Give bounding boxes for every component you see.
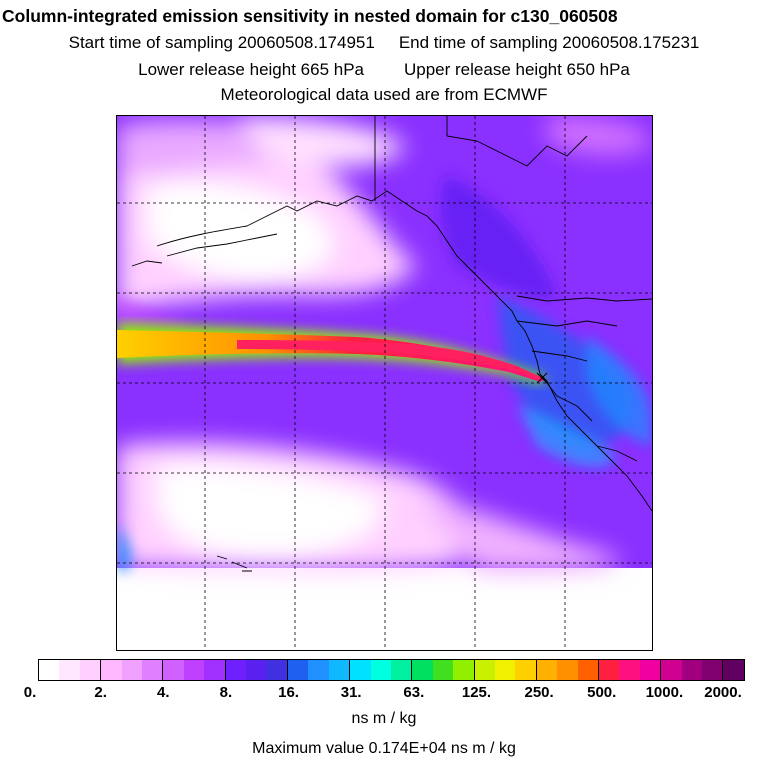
- colorbar-tick-label: 31.: [340, 684, 362, 701]
- colorbar-segment: [723, 660, 744, 680]
- colorbar-segment: [308, 660, 329, 680]
- coastlines: [131, 116, 652, 572]
- colorbar-segment: [577, 660, 599, 680]
- colorbar-tick-label: 63.: [403, 684, 425, 701]
- colorbar-segment: [328, 660, 351, 680]
- upper-height-label: Upper release height 650 hPa: [404, 60, 630, 79]
- low-sensitivity-zones: [117, 116, 652, 573]
- colorbar-segment: [453, 660, 475, 680]
- colorbar-segment: [350, 660, 371, 680]
- colorbar-tick-label: 8.: [219, 684, 233, 701]
- sampling-times: Start time of sampling 20060508.174951 En…: [0, 33, 768, 53]
- colorbar-segment: [515, 660, 537, 680]
- map-canvas: [117, 116, 652, 650]
- colorbar-segment: [661, 660, 682, 680]
- end-time-label: End time of sampling 20060508.175231: [398, 33, 700, 52]
- colorbar-segment: [702, 660, 724, 680]
- units-label: ns m / kg: [351, 710, 417, 727]
- colorbar-segment: [163, 660, 184, 680]
- max-value-label: Maximum value 0.174E+04 ns m / kg: [252, 740, 516, 757]
- colorbar-segment: [412, 660, 433, 680]
- colorbar-segment: [101, 660, 122, 680]
- release-point-marker: [536, 372, 548, 384]
- colorbar-tick-label: 1000.: [645, 684, 684, 701]
- colorbar-segment: [287, 660, 309, 680]
- colorbar-tick-label: 4.: [157, 684, 170, 701]
- colorbar-segment: [557, 660, 578, 680]
- colorbar-segment: [370, 660, 391, 680]
- colorbar-segment: [639, 660, 662, 680]
- colorbar-tick-label: 2000.: [704, 684, 742, 701]
- colorbar-segment: [79, 660, 102, 680]
- colorbar-segment: [59, 660, 80, 680]
- colorbar-segment: [681, 660, 702, 680]
- colorbar-tick-label: 2.: [94, 684, 107, 701]
- colorbar-tick-label: 16.: [278, 684, 299, 701]
- lower-height-label: Lower release height 665 hPa: [138, 60, 364, 79]
- no-data-region: [117, 568, 652, 650]
- colorbar-segment: [390, 660, 413, 680]
- lat-lon-grid: [117, 116, 652, 650]
- page-title: Column-integrated emission sensitivity i…: [2, 6, 618, 26]
- sensitivity-plume: [117, 323, 547, 384]
- colorbar-tick-label: 500.: [587, 684, 617, 701]
- colorbar-segment: [246, 660, 267, 680]
- sensitivity-map: [116, 115, 653, 651]
- colorbar-segment: [121, 660, 143, 680]
- colorbar-tick-label: 0.: [23, 684, 37, 701]
- colorbar: [38, 659, 745, 681]
- colorbar-segment: [598, 660, 620, 680]
- colorbar-segment: [536, 660, 558, 680]
- colorbar-segment: [39, 660, 60, 680]
- colorbar-segment: [619, 660, 640, 680]
- colorbar-segment: [204, 660, 226, 680]
- colorbar-segment: [432, 660, 454, 680]
- colorbar-segment: [183, 660, 205, 680]
- colorbar-segment: [142, 660, 164, 680]
- colorbar-segment: [225, 660, 247, 680]
- colorbar-segment: [266, 660, 288, 680]
- met-data-label: Meteorological data used are from ECMWF: [220, 85, 548, 104]
- colorbar-tick-label: 250.: [524, 684, 554, 701]
- start-time-label: Start time of sampling 20060508.174951: [68, 33, 375, 52]
- colorbar-tick-label: 125.: [461, 684, 492, 701]
- colorbar-segment: [494, 660, 516, 680]
- release-heights: Lower release height 665 hPa Upper releas…: [0, 60, 768, 80]
- colorbar-segment: [474, 660, 495, 680]
